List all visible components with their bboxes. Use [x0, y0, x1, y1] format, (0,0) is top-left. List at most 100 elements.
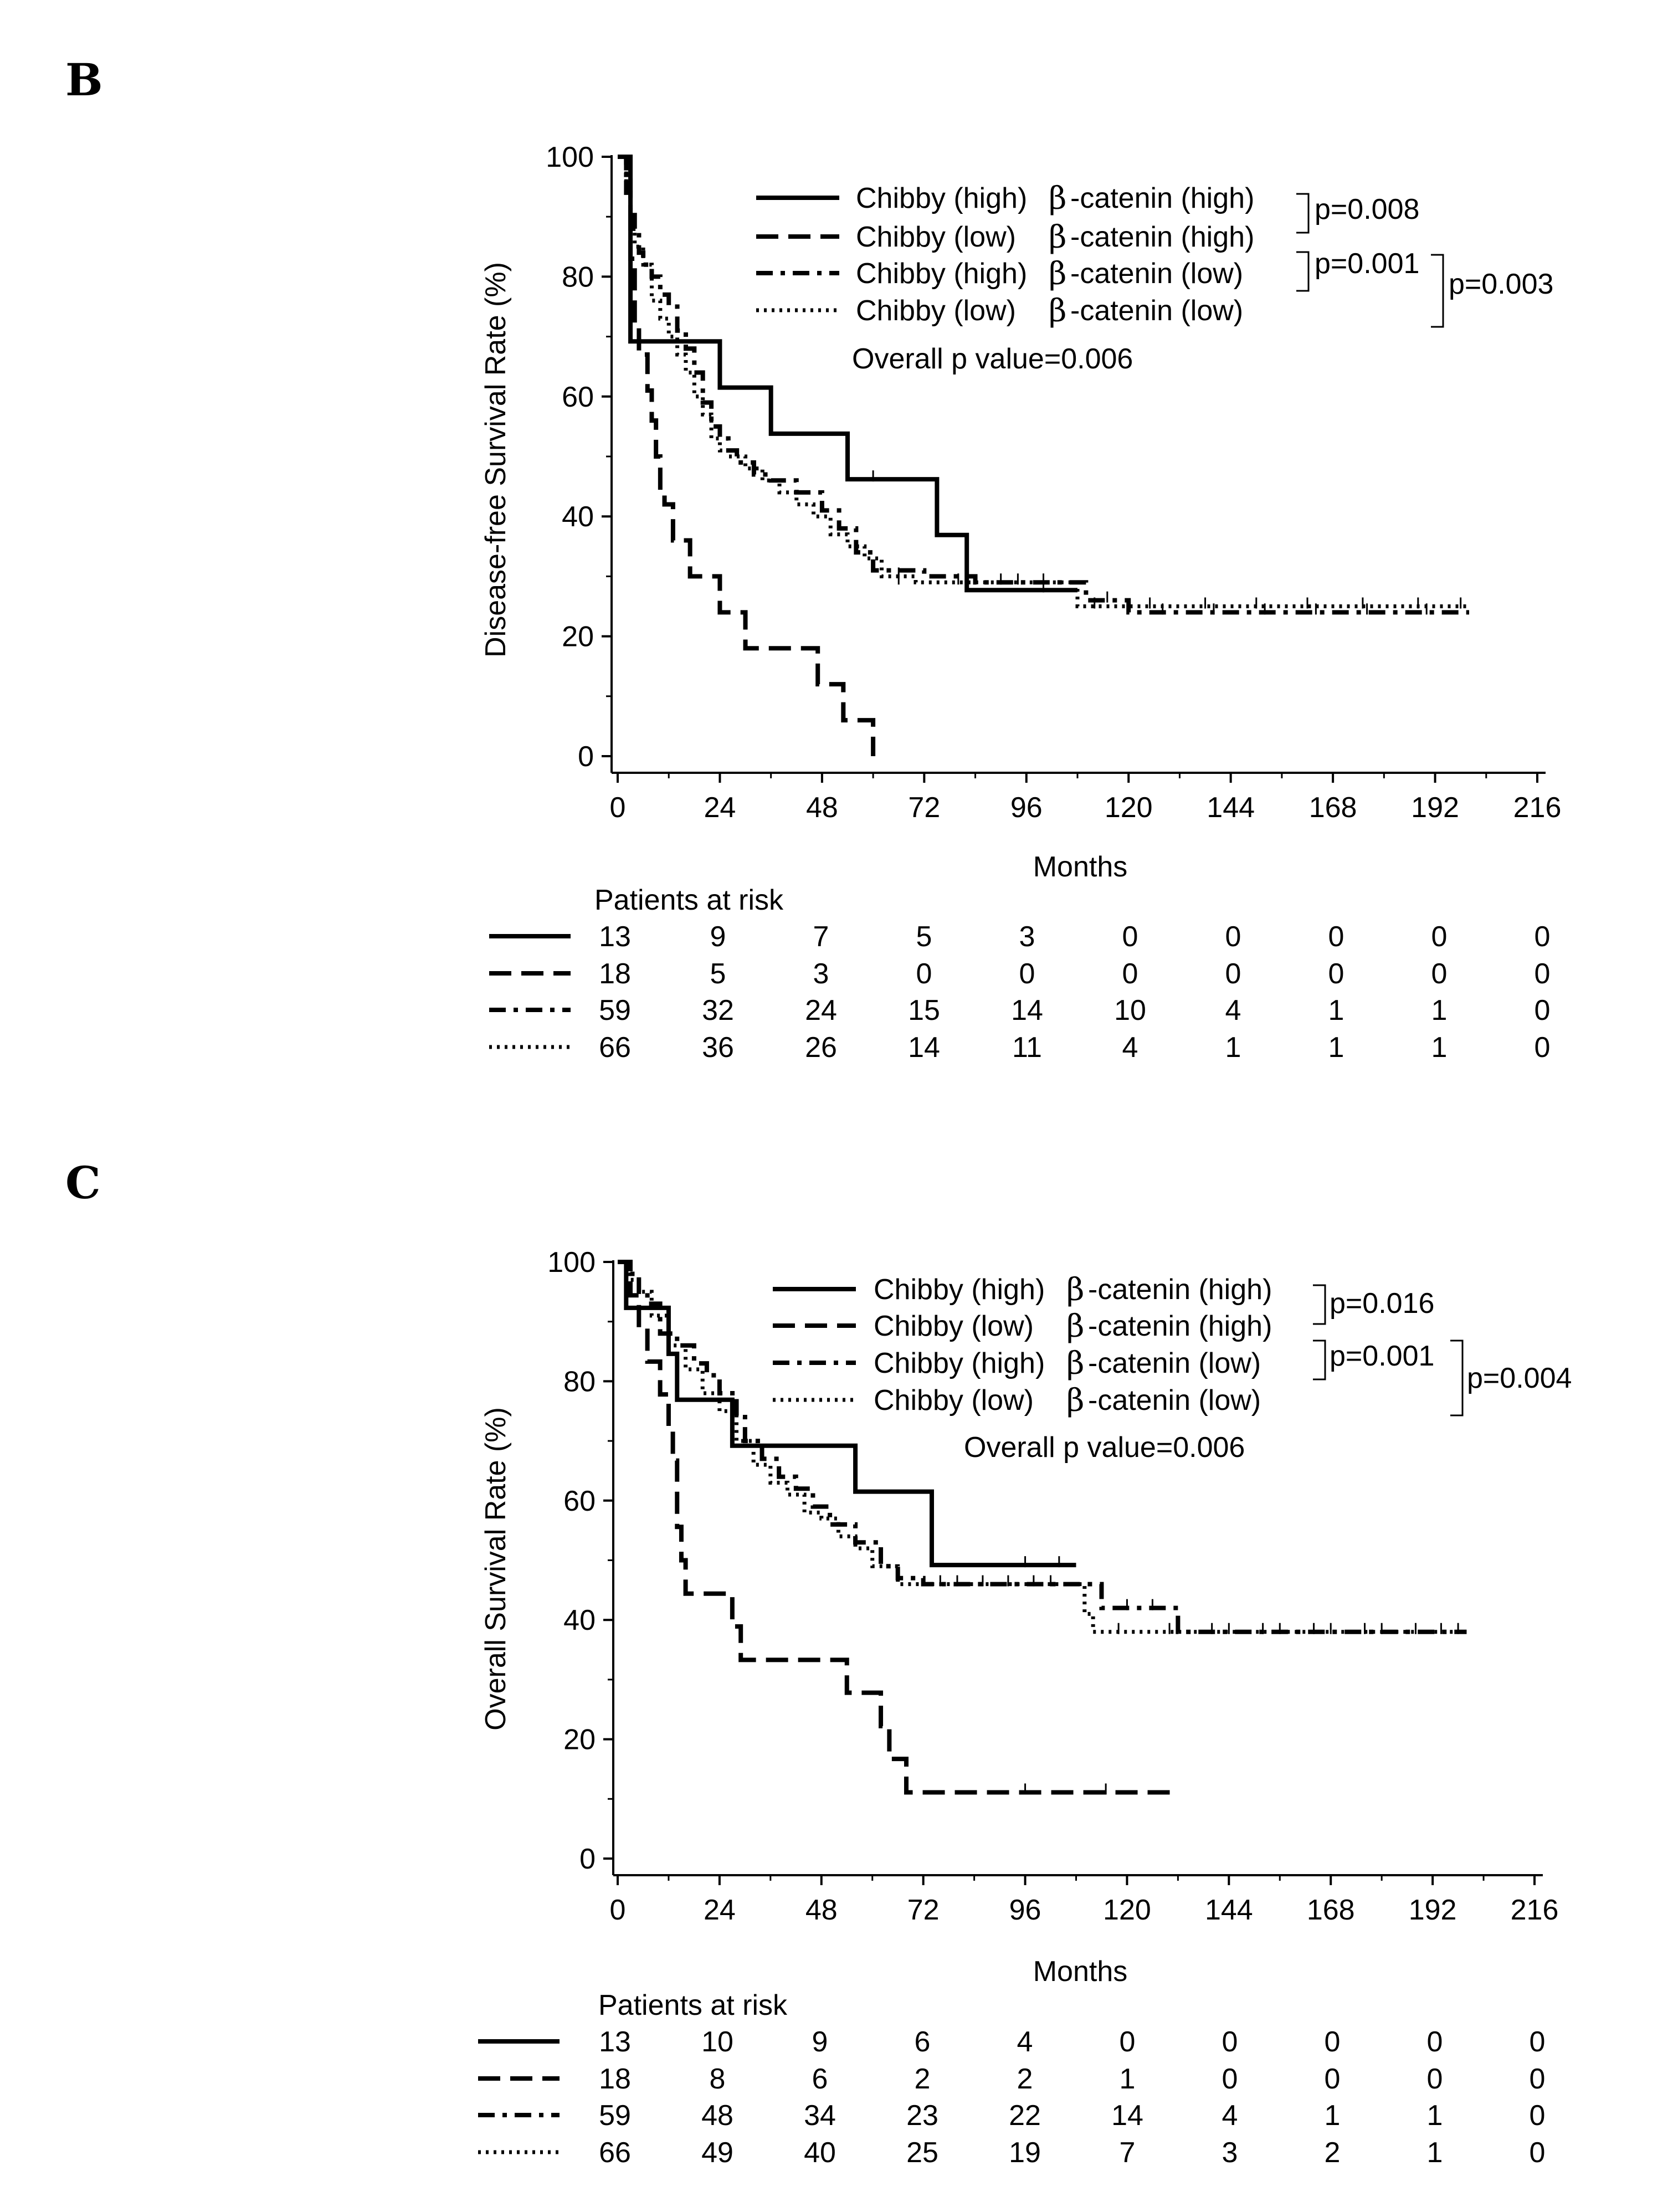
panel-c-xtick-label-96: 96	[1009, 1894, 1041, 1926]
panel-c-risk-cell: 1	[1120, 2063, 1136, 2095]
panel-b-risk-cell: 66	[599, 1031, 631, 1064]
panel-b-xtick-label-72: 72	[908, 792, 940, 824]
panel-c-risk-cell: 6	[915, 2026, 931, 2058]
panel-c-xtick-label-216: 216	[1511, 1894, 1559, 1926]
panel-c-risk-cell: 0	[1530, 2100, 1546, 2132]
panel-b-risk-cell: 59	[599, 994, 631, 1027]
panel-b-risk-table: Patients at risk 13 9 7 5 3 0 0 0 0 0 18 5 3 0 0 0 0 0 0 0 5…	[489, 884, 1550, 1064]
panel-c-risk-title: Patients at risk	[598, 1989, 788, 2021]
panel-b-risk-title: Patients at risk	[594, 884, 784, 916]
panel-b-x-axis-label: Months	[1033, 851, 1128, 883]
panel-b-legend-2-prefix: Chibby (low)	[856, 221, 1016, 253]
panel-c-risk-cell: 0	[1222, 2026, 1238, 2058]
panel-b-risk-cell: 11	[1012, 1031, 1042, 1064]
panel-c-legend-2-beta: β	[1066, 1308, 1084, 1344]
panel-b-risk-cell: 0	[1122, 958, 1138, 990]
panel-c-risk-cell: 3	[1222, 2137, 1238, 2169]
panel-b-risk-cell: 7	[813, 921, 829, 953]
panel-b-series-dashdot-line	[618, 155, 1470, 615]
panel-c-risk-cell: 1	[1427, 2100, 1443, 2132]
panel-b-legend-1-prefix: Chibby (high)	[856, 182, 1027, 214]
panel-b-risk-cell: 3	[813, 958, 829, 990]
panel-c-risk-cell: 9	[812, 2026, 828, 2058]
panel-c-xtick-label-144: 144	[1205, 1894, 1253, 1926]
panel-b-risk-cell: 0	[1328, 921, 1344, 953]
panel-b-risk-cell: 14	[908, 1031, 940, 1064]
panel-c-legend-4-prefix: Chibby (low)	[874, 1384, 1034, 1416]
panel-b-risk-cell: 0	[1328, 958, 1344, 990]
panel-b-legend-3-beta: β	[1049, 256, 1066, 292]
panel-c-risk-cell: 0	[1530, 2026, 1546, 2058]
panel-c-risk-cell: 0	[1530, 2063, 1546, 2095]
panel-c-x-axis-label: Months	[1033, 1956, 1128, 1988]
panel-b-risk-cell: 1	[1431, 1031, 1448, 1064]
panel-c-risk-cell: 66	[599, 2137, 631, 2169]
panel-c-legend-2-prefix: Chibby (low)	[874, 1310, 1034, 1342]
panel-c-legend-1-beta: β	[1066, 1272, 1084, 1308]
panel-c-risk-cell: 2	[1325, 2137, 1341, 2169]
panel-b-risk-cell: 0	[1019, 958, 1035, 990]
panel-b-series-dot-line	[618, 155, 1470, 608]
panel-c-series	[618, 1260, 1467, 1795]
panel-c-risk-cell: 25	[906, 2137, 938, 2169]
panel-b-risk-cell: 1	[1328, 994, 1344, 1027]
panel-b-legend-4-beta: β	[1049, 293, 1066, 329]
panel-b-risk-cell: 4	[1122, 1031, 1138, 1064]
panel-c-series-solid-line	[618, 1260, 1076, 1568]
panel-b-legend-3-suffix: -catenin (low)	[1070, 258, 1243, 290]
panel-c-risk-cell: 0	[1120, 2026, 1136, 2058]
panel-b-risk-cell: 0	[1431, 921, 1448, 953]
panel-b-risk-cell: 0	[1535, 994, 1551, 1027]
panel-b-risk-cell: 9	[710, 921, 726, 953]
panel-b-series-dash-line	[618, 155, 876, 756]
panel-c-risk-cell: 59	[599, 2100, 631, 2132]
panel-c-ticks: 0 24 48 72 96 120 144 168 192 216 0 20 40 60 80 100	[547, 1246, 1558, 1926]
panel-c-ytick-label-60: 60	[563, 1485, 596, 1517]
panel-b-risk-cell: 15	[908, 994, 940, 1027]
panel-c-risk-cell: 2	[915, 2063, 931, 2095]
panel-b-risk-cell: 0	[1535, 1031, 1551, 1064]
panel-c-xtick-label-48: 48	[805, 1894, 838, 1926]
panel-b-xtick-label-168: 168	[1309, 792, 1357, 824]
panel-b-xtick-label-24: 24	[704, 792, 736, 824]
panel-b-risk-cell: 14	[1011, 994, 1043, 1027]
panel-b-pvalue-1: p=0.008	[1315, 193, 1419, 225]
panel-c-risk-cell: 0	[1222, 2063, 1238, 2095]
panel-c-legend-3-prefix: Chibby (high)	[874, 1347, 1045, 1379]
panel-b-xtick-label-144: 144	[1207, 792, 1255, 824]
panel-b-risk-cell: 0	[1535, 958, 1551, 990]
panel-c-risk-cell: 2	[1017, 2063, 1033, 2095]
panel-c-axes	[612, 1260, 1543, 1876]
panel-c-y-axis-label: Overall Survival Rate (%)	[480, 1407, 512, 1731]
panel-b-legend-1-suffix: -catenin (high)	[1070, 182, 1254, 214]
panel-b-risk-cell: 3	[1019, 921, 1035, 953]
panel-c-risk-values: 13 10 9 6 4 0 0 0 0 018 8 6 2 2 1 0 0 0 059 48 34 23 22 14 4 1 1 06…	[599, 2026, 1545, 2169]
panel-b-risk-cell: 0	[1225, 958, 1241, 990]
panel-b-y-axis-label: Disease-free Survival Rate (%)	[480, 262, 512, 658]
panel-c-risk-cell: 8	[710, 2063, 726, 2095]
panel-c-bracket-3	[1450, 1339, 1464, 1416]
panel-b-ytick-label-40: 40	[562, 501, 594, 533]
panel-b-risk-cell: 0	[916, 958, 932, 990]
panel-c-ytick-label-0: 0	[579, 1843, 596, 1875]
panel-b-bracket-2	[1296, 251, 1310, 292]
panel-c-risk-cell: 0	[1325, 2063, 1341, 2095]
panel-c-pvalue-1: p=0.016	[1330, 1287, 1434, 1320]
panel-c-risk-cell: 34	[804, 2100, 836, 2132]
panel-c-xtick-label-168: 168	[1307, 1894, 1355, 1926]
panel-b-risk-values: 13 9 7 5 3 0 0 0 0 018 5 3 0 0 0 0 0 0 059 32 24 15 14 10 4 1 1 066…	[599, 921, 1550, 1064]
panel-b-legend: Chibby (high) β -catenin (high) Chibby (…	[756, 181, 1553, 375]
panel-b-legend-2-suffix: -catenin (high)	[1070, 221, 1254, 253]
panel-c-risk-cell: 0	[1325, 2026, 1341, 2058]
panel-c-xtick-label-192: 192	[1409, 1894, 1457, 1926]
panel-b-ytick-label-60: 60	[562, 381, 594, 413]
panel-c-risk-cell: 1	[1427, 2137, 1443, 2169]
panel-b-xtick-label-96: 96	[1010, 792, 1043, 824]
panel-c-series-dash-line	[618, 1260, 1178, 1795]
panel-b-pvalue-3: p=0.003	[1449, 268, 1553, 300]
panel-c-ytick-label-80: 80	[563, 1366, 596, 1398]
panel-b-ticks: 0 24 48 72 96 120 144 168 192 216 0 20 40 60 80 100	[546, 141, 1561, 824]
panel-c-legend-1-suffix: -catenin (high)	[1088, 1274, 1272, 1306]
panel-b-risk-cell: 5	[710, 958, 726, 990]
